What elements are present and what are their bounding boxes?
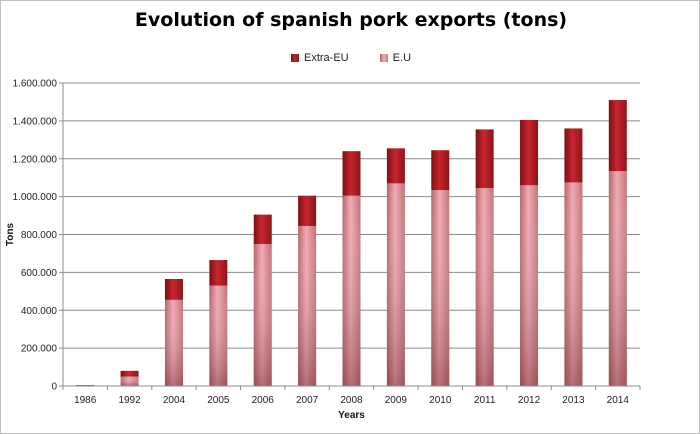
bar-eu-shade-2004 — [164, 299, 183, 386]
y-tick-label: 800.000 — [21, 230, 58, 241]
y-tick-label: 1.000.000 — [13, 192, 58, 203]
bar-extra-eu-1992 — [120, 370, 139, 377]
bar-eu-shade-2014 — [608, 171, 627, 386]
y-axis-title: Tons — [5, 222, 16, 246]
x-tick-label-2013: 2013 — [562, 395, 585, 406]
chart-legend: Extra-EU E.U — [1, 52, 700, 65]
bar-extra-eu-2011 — [475, 129, 494, 189]
x-tick-label-2014: 2014 — [607, 395, 630, 406]
bar-extra-eu-2013 — [564, 128, 583, 183]
bar-extra-eu-2004 — [164, 279, 183, 300]
bar-eu-shade-2006 — [253, 243, 272, 386]
bar-eu-shade-2005 — [209, 285, 228, 386]
x-tick-label-2005: 2005 — [207, 395, 230, 406]
y-tick-label: 1.400.000 — [13, 116, 58, 127]
y-tick-label: 1.200.000 — [13, 154, 58, 165]
bar-extra-eu-2008 — [342, 151, 361, 196]
y-tick-label: 0 — [51, 382, 57, 393]
y-tick-label: 600.000 — [21, 268, 58, 279]
y-tick-label: 400.000 — [21, 306, 58, 317]
x-tick-label-2007: 2007 — [296, 395, 319, 406]
bar-eu-shade-2011 — [475, 188, 494, 386]
bar-extra-eu-2007 — [298, 195, 317, 226]
bar-extra-eu-2010 — [431, 150, 450, 190]
x-tick-label-2012: 2012 — [518, 395, 541, 406]
x-tick-label-1986: 1986 — [74, 395, 97, 406]
bar-extra-eu-2009 — [386, 148, 405, 184]
bar-eu-shade-2010 — [431, 189, 450, 386]
x-tick-label-2008: 2008 — [340, 395, 363, 406]
legend-label-extra-eu: Extra-EU — [303, 52, 349, 64]
x-tick-label-2006: 2006 — [252, 395, 275, 406]
x-tick-label-1992: 1992 — [118, 395, 141, 406]
legend-item-eu: E.U — [379, 52, 412, 64]
bar-eu-shade-1992 — [120, 376, 139, 386]
chart-title: Evolution of spanish pork exports (tons) — [134, 9, 568, 31]
legend-swatch-eu — [379, 54, 388, 62]
x-axis-title: Years — [338, 410, 365, 421]
bar-extra-eu-2005 — [209, 260, 228, 286]
x-tick-label-2009: 2009 — [385, 395, 408, 406]
bar-eu-shade-2008 — [342, 195, 361, 386]
bar-extra-eu-2006 — [253, 214, 272, 244]
legend-swatch-extra-eu — [290, 54, 299, 62]
legend-item-extra-eu: Extra-EU — [290, 52, 349, 64]
bar-extra-eu-2012 — [520, 119, 539, 186]
bar-eu-shade-2012 — [520, 185, 539, 386]
bar-eu-shade-2013 — [564, 182, 583, 386]
legend-label-eu: E.U — [392, 52, 412, 64]
bar-extra-eu-2014 — [608, 100, 627, 172]
x-tick-label-2010: 2010 — [429, 395, 452, 406]
bar-eu-shade-2009 — [386, 183, 405, 386]
bar-eu-shade-2007 — [298, 225, 317, 386]
x-tick-label-2004: 2004 — [163, 395, 186, 406]
x-tick-label-2011: 2011 — [474, 395, 496, 406]
y-tick-label: 200.000 — [21, 344, 58, 355]
y-tick-label: 1.600.000 — [13, 79, 58, 90]
